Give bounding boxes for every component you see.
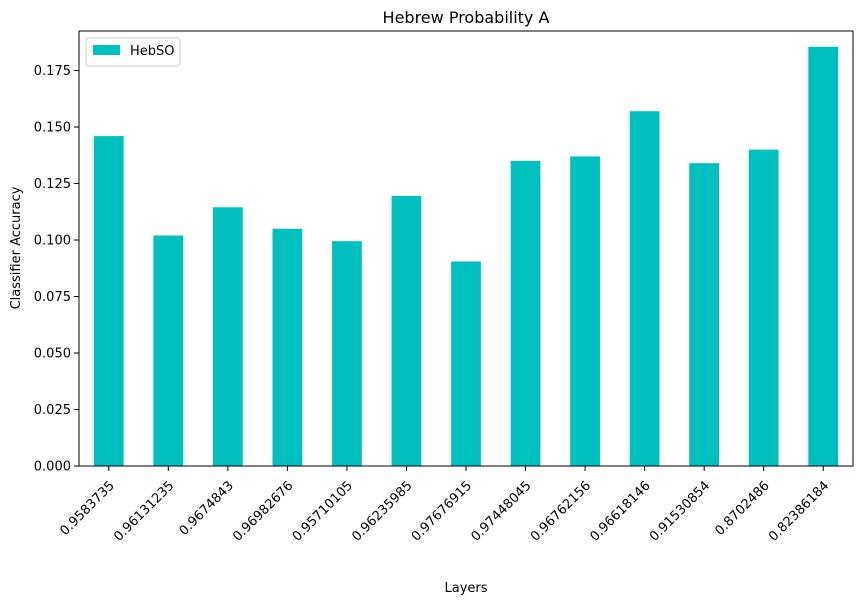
x-axis-label: Layers	[444, 581, 487, 596]
legend: HebSO	[85, 37, 181, 67]
bar	[510, 160, 541, 466]
chart-title: Hebrew Probability A	[383, 8, 550, 27]
y-axis: 0.000 0.025 0.050 0.075 0.100 0.125 0.150 0.175	[34, 64, 79, 475]
x-tick-label: 0.9674843	[177, 478, 237, 538]
bar	[391, 195, 422, 466]
y-tick-label: 0.150	[34, 121, 71, 136]
bar	[451, 261, 481, 466]
x-tick-label: 0.96982676	[230, 478, 296, 544]
legend-swatch	[93, 45, 120, 55]
x-tick-label: 0.96131235	[111, 478, 177, 544]
x-tick-label: 0.96762156	[528, 478, 594, 544]
bar	[212, 207, 243, 466]
y-tick-label: 0.025	[34, 403, 71, 418]
y-tick-label: 0.050	[34, 347, 71, 362]
bar	[272, 228, 303, 466]
x-tick-label: 0.8702486	[712, 478, 772, 538]
bar	[808, 46, 839, 467]
bar	[93, 136, 124, 466]
bars-group	[93, 46, 839, 467]
y-tick-label: 0.075	[34, 290, 71, 305]
x-tick-label: 0.97448045	[468, 478, 534, 544]
y-axis-label: Classifier Accuracy	[9, 186, 24, 309]
y-tick-label: 0.100	[34, 234, 71, 249]
x-tick-label: 0.91530854	[647, 478, 713, 544]
x-tick-label: 0.96235985	[349, 478, 415, 544]
y-tick-label: 0.175	[34, 64, 71, 79]
bar	[153, 235, 184, 466]
y-tick-label: 0.000	[34, 460, 71, 475]
bar	[748, 149, 779, 467]
bar	[689, 163, 720, 466]
x-tick-label: 0.97676915	[409, 478, 475, 544]
x-tick-label: 0.96618146	[587, 478, 653, 544]
legend-label: HebSO	[130, 44, 175, 59]
x-tick-label: 0.9583735	[57, 478, 117, 538]
x-tick-label: 0.95710105	[290, 478, 356, 544]
bar	[629, 111, 660, 467]
x-tick-label: 0.82386184	[766, 478, 832, 544]
bar	[332, 241, 362, 466]
bar	[570, 156, 600, 466]
y-tick-label: 0.125	[34, 177, 71, 192]
